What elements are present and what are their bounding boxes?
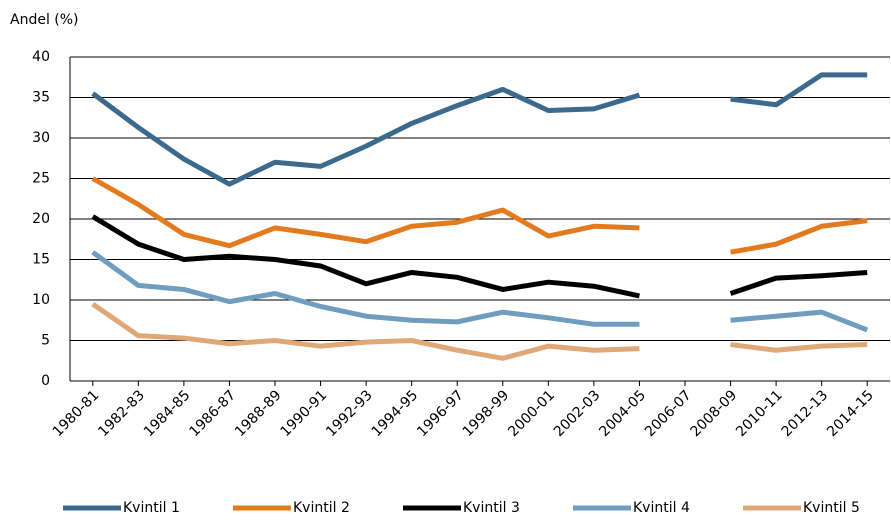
y-tick-label: 20 — [32, 211, 50, 227]
legend-label: Kvintil 3 — [463, 500, 520, 516]
y-tick-label: 35 — [32, 90, 50, 106]
x-tick-label: 2004-05 — [596, 387, 649, 440]
y-tick-label: 15 — [32, 252, 50, 268]
legend-label: Kvintil 5 — [803, 500, 860, 516]
legend-label: Kvintil 2 — [293, 500, 350, 516]
y-tick-label: 40 — [32, 49, 50, 65]
series-line — [91, 72, 868, 187]
y-tick-label: 5 — [41, 333, 50, 349]
y-tick-label: 0 — [41, 373, 50, 389]
x-tick-label: 1980-81 — [50, 387, 103, 440]
x-tick-label: 1988-89 — [232, 387, 285, 440]
x-tick-label: 2014-15 — [824, 387, 877, 440]
y-tick-label: 25 — [32, 171, 50, 187]
x-tick-label: 1998-99 — [460, 387, 513, 440]
x-tick-label: 2006-07 — [642, 387, 695, 440]
x-tick-label: 1984-85 — [141, 387, 194, 440]
series-line — [91, 301, 868, 361]
y-tick-label: 10 — [32, 292, 50, 308]
x-tick-label: 2008-09 — [688, 387, 741, 440]
y-axis-label: Andel (%) — [10, 12, 79, 28]
y-tick-label: 30 — [32, 130, 50, 146]
x-tick-label: 1994-95 — [369, 387, 422, 440]
legend-label: Kvintil 1 — [123, 500, 180, 516]
series-line — [91, 176, 868, 255]
x-tick-label: 1996-97 — [414, 387, 467, 440]
series-line — [91, 214, 868, 299]
legend-label: Kvintil 4 — [633, 500, 690, 516]
x-tick-label: 1990-91 — [278, 387, 331, 440]
x-tick-label: 1986-87 — [186, 387, 239, 440]
series-line — [91, 250, 869, 333]
x-tick-label: 1992-93 — [323, 387, 376, 440]
x-tick-label: 2002-03 — [551, 387, 604, 440]
x-tick-label: 2000-01 — [505, 387, 558, 440]
x-tick-label: 1982-83 — [95, 387, 148, 440]
x-tick-label: 2012-13 — [779, 387, 832, 440]
x-tick-label: 2010-11 — [733, 387, 786, 440]
